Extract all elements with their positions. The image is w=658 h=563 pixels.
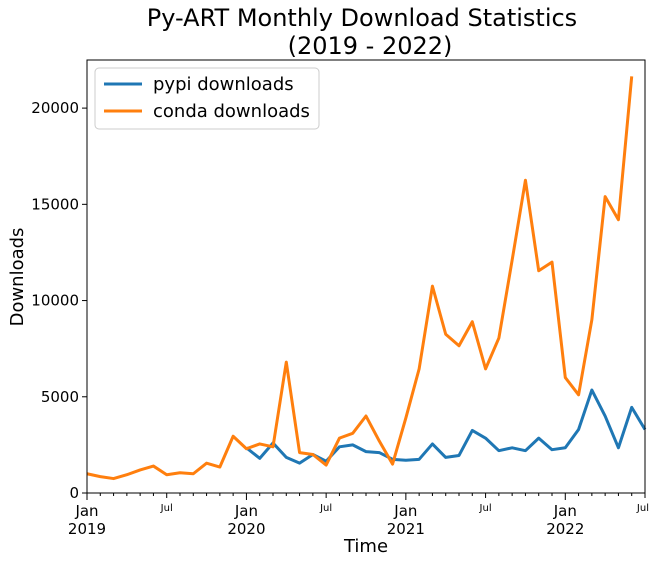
series-lines (86, 76, 647, 481)
x-tick-label-month: Jan (553, 502, 577, 520)
y-axis-label: Downloads (7, 228, 28, 327)
legend-label: pypi downloads (153, 74, 294, 95)
x-tick-label-year: 2022 (546, 520, 584, 538)
x-minor-tick-label: Jul (636, 503, 649, 514)
x-tick-label-month: Jan (234, 502, 258, 520)
y-tick-label: 10000 (31, 292, 79, 310)
x-tick-label-month: Jan (393, 502, 417, 520)
x-axis-label: Time (343, 536, 388, 557)
x-minor-tick-label: Jul (319, 503, 332, 514)
x-minor-tick-label: Jul (160, 503, 173, 514)
y-tick-label: 20000 (31, 99, 79, 117)
legend-label: conda downloads (153, 101, 310, 122)
legend-box (94, 67, 320, 130)
y-axis: 0 5000 10000 15000 20000 (31, 99, 87, 502)
x-tick-label-year: 2019 (68, 520, 106, 538)
series-line-conda (86, 76, 634, 481)
y-tick-label: 0 (69, 484, 79, 502)
x-minor-tick-label: Jul (479, 503, 492, 514)
x-tick-label-year: 2020 (227, 520, 265, 538)
x-tick-label-month: Jan (74, 502, 98, 520)
y-tick-label: 15000 (31, 195, 79, 213)
chart-title-line1: Py-ART Monthly Download Statistics (147, 4, 577, 32)
chart-title-line2: (2019 - 2022) (288, 32, 453, 60)
x-tick-label-year: 2021 (387, 520, 425, 538)
legend: pypi downloads conda downloads (94, 67, 320, 130)
y-tick-label: 5000 (41, 388, 79, 406)
